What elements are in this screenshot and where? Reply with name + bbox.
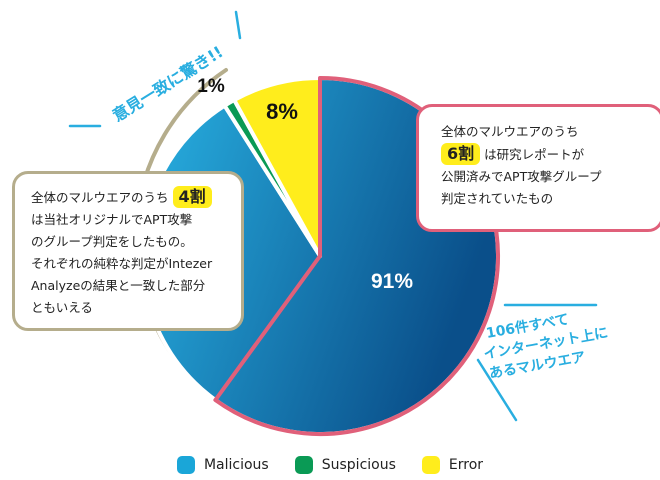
highlight-6-wari: 6割 <box>441 143 481 165</box>
callout-right-line-4: 判定されていたもの <box>441 191 554 206</box>
callout-right-line-1: 全体のマルウエアのうち <box>441 124 579 139</box>
accent-line-top-short <box>234 10 242 40</box>
legend-swatch-malicious <box>176 456 195 474</box>
legend-item-error: Error <box>421 456 484 474</box>
callout-research-reports: 全体のマルウエアのうち 6割 は研究レポートが 公開済みでAPT攻撃グループ 判… <box>416 104 660 232</box>
legend-item-malicious: Malicious <box>176 456 269 474</box>
research-report-outline <box>213 76 500 436</box>
legend-label-malicious: Malicious <box>203 457 269 473</box>
legend-swatch-suspicious <box>294 456 313 474</box>
suspicious-value-label: 1% <box>197 76 225 97</box>
malicious-value-label: 91% <box>371 270 413 293</box>
callout-left-line-5: Analyzeの結果と一致した部分 <box>31 278 206 293</box>
accent-line-right-bottom <box>476 358 518 422</box>
callout-right-line-2: 6割 は研究レポートが <box>441 143 651 166</box>
legend-label-suspicious: Suspicious <box>321 457 396 473</box>
callout-right-line-3: 公開済みでAPT攻撃グループ <box>441 169 602 184</box>
callout-left-line-3: のグループ判定をしたもの。 <box>31 234 193 249</box>
callout-left-line-2: は当社オリジナルでAPT攻撃 <box>31 212 193 227</box>
callout-right-line-2-text: は研究レポートが <box>484 147 585 162</box>
highlight-4-wari: 4割 <box>172 186 212 208</box>
callout-left-line-4: それぞれの純粋な判定がIntezer <box>31 256 213 271</box>
callout-original-judgement: 全体のマルウエアのうち 4割 は当社オリジナルでAPT攻撃 のグループ判定をした… <box>12 171 244 331</box>
error-value-label: 8% <box>266 99 298 124</box>
callout-left-line-6: ともいえる <box>31 300 93 315</box>
callout-left-line-1-text: 全体のマルウエアのうち <box>31 190 169 205</box>
callout-left-line-1: 全体のマルウエアのうち 4割 <box>31 186 233 209</box>
legend-swatch-error <box>421 456 440 474</box>
legend-label-error: Error <box>448 457 484 473</box>
chart-legend: Malicious Suspicious Error <box>0 456 660 474</box>
legend-item-suspicious: Suspicious <box>294 456 396 474</box>
